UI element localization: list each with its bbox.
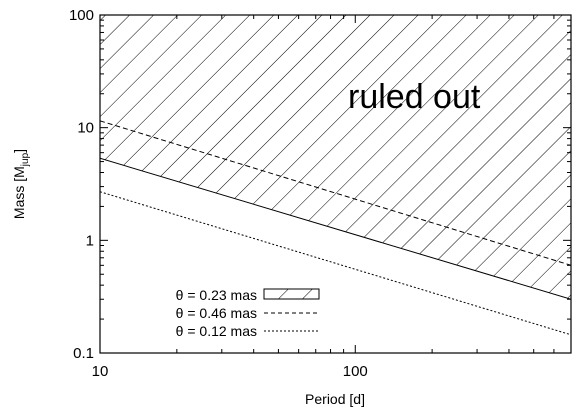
- y-axis-label-sub: jup: [20, 152, 31, 167]
- y-axis-label: Mass [Mjup]: [11, 149, 31, 219]
- x-tick-label: 100: [343, 363, 368, 380]
- y-tick-label: 1: [86, 232, 94, 249]
- y-tick-label: 10: [77, 120, 94, 137]
- ticks-layer: 10 100 0.1 1 10 100: [69, 7, 572, 380]
- series-line-1: [100, 120, 571, 266]
- legend-swatch-hatched: [263, 288, 320, 300]
- series-line-0: [100, 157, 571, 300]
- legend-label-0: θ = 0.23 mas: [176, 287, 257, 303]
- legend-label-1: θ = 0.46 mas: [176, 305, 257, 321]
- y-axis-label-main: Mass [M: [11, 166, 27, 219]
- x-tick-label: 10: [92, 363, 109, 380]
- x-axis-label: Period [d]: [305, 391, 365, 407]
- y-tick-label: 0.1: [73, 345, 94, 362]
- y-tick-label: 100: [69, 7, 94, 24]
- plot-area: [100, 15, 571, 336]
- series-layer: [100, 120, 571, 336]
- legend-label-2: θ = 0.12 mas: [176, 323, 257, 339]
- ruled-out-region: [100, 15, 571, 300]
- y-axis-label-close: ]: [11, 149, 27, 153]
- ruled-out-annotation: ruled out: [348, 78, 481, 116]
- legend: θ = 0.23 mas θ = 0.46 mas θ = 0.12 mas: [176, 287, 320, 339]
- plot-frame: [99, 14, 572, 354]
